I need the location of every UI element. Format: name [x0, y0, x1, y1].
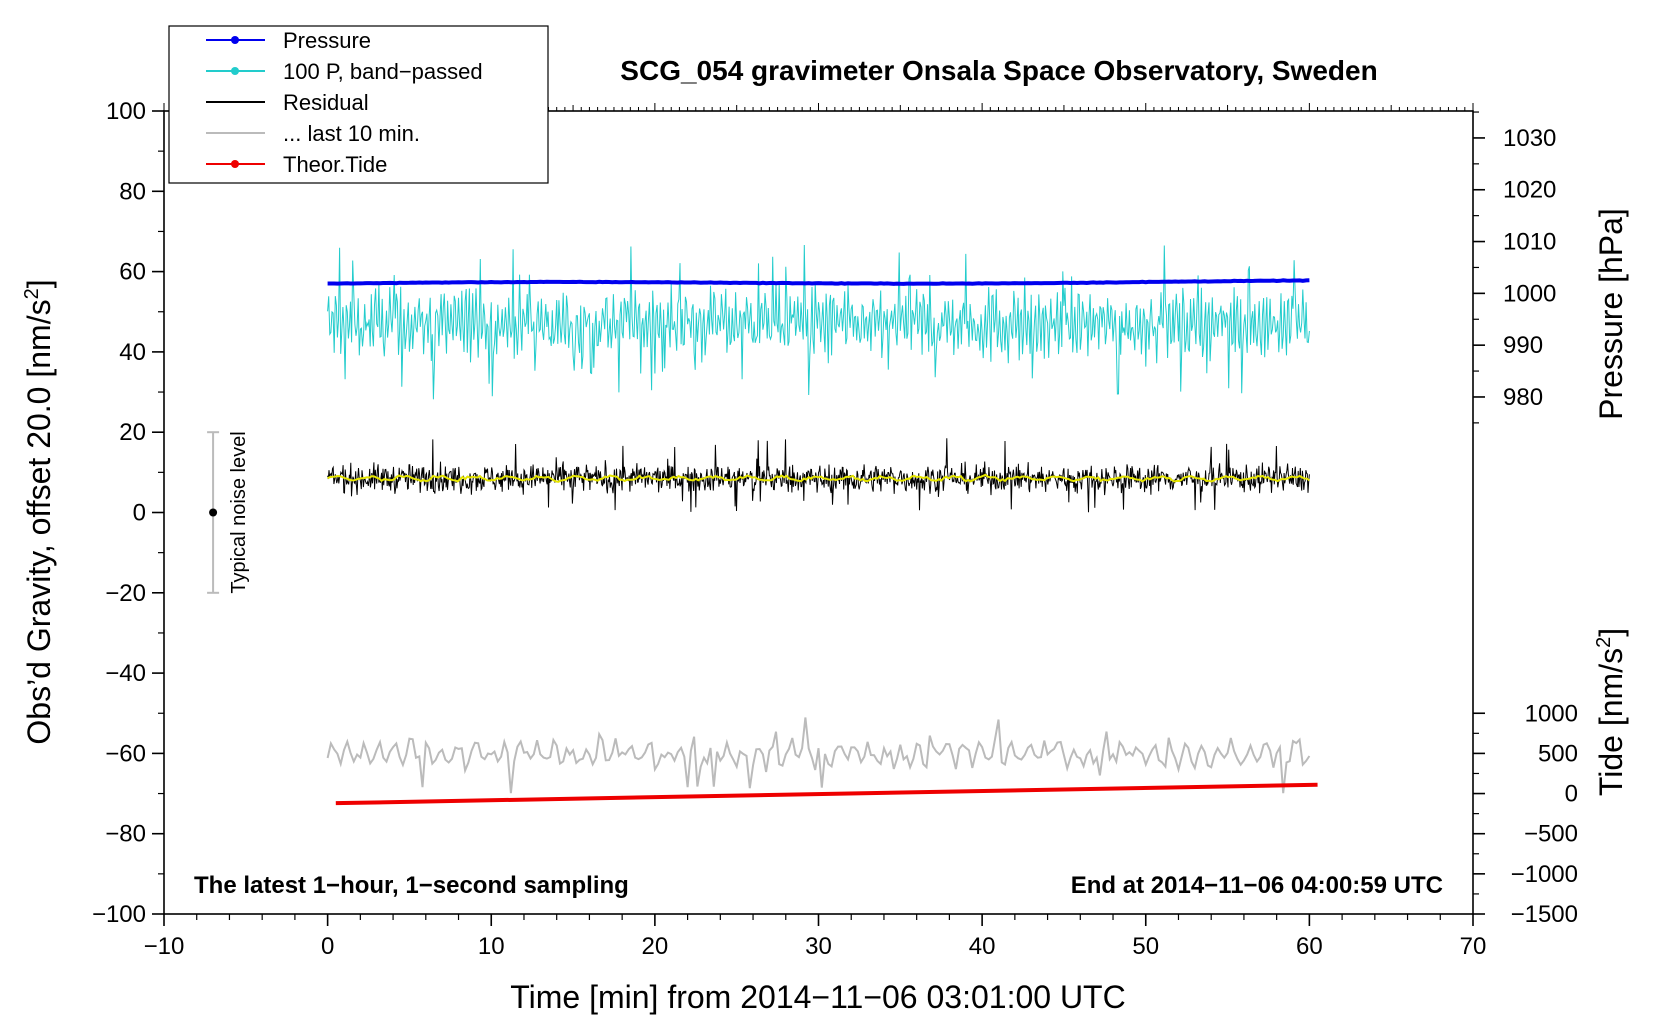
chart-title: SCG_054 gravimeter Onsala Space Observat…: [620, 55, 1377, 86]
y-tick-label: −60: [105, 740, 146, 767]
legend-marker: [231, 160, 239, 168]
noise-label: Typical noise level: [228, 431, 250, 593]
legend-entries: Pressure 100 P, band−passed Residual ... la…: [206, 28, 483, 177]
y-tick-label: −100: [92, 901, 146, 928]
x-tick-label: 40: [969, 933, 996, 960]
y-tick-label: 80: [119, 178, 146, 205]
legend-box: [168, 25, 549, 184]
series-residual: [327, 438, 1310, 513]
y-tick-label: 100: [106, 98, 146, 125]
x-tick-label: 60: [1296, 933, 1323, 960]
tide-tick-label: 500: [1538, 740, 1578, 767]
tide-tick-label: −500: [1524, 821, 1578, 848]
y-axis-label-close: ]: [21, 279, 57, 288]
x-tick-label: 10: [478, 933, 505, 960]
noise-indicator: Typical noise level: [207, 431, 250, 594]
x-tick-label: 20: [642, 933, 669, 960]
y-tick-label: −20: [105, 580, 146, 607]
legend-marker: [231, 36, 239, 44]
pressure-tick-label: 1030: [1503, 125, 1556, 152]
x-tick-label: 0: [321, 933, 334, 960]
series-theoretical-tide: [335, 782, 1318, 806]
legend-label: Theor.Tide: [283, 152, 387, 177]
x-tick-label: −10: [144, 933, 185, 960]
series-residual-smoothed: [327, 473, 1310, 483]
pressure-tick-label: 1020: [1503, 177, 1556, 204]
legend-label: Pressure: [283, 28, 371, 53]
pressure-tick-label: 1000: [1503, 280, 1556, 307]
x-tick-label: 30: [805, 933, 832, 960]
noise-bar-center-dot: [209, 508, 218, 517]
tide-tick-label: 1000: [1525, 700, 1578, 727]
legend-label: Residual: [283, 90, 369, 115]
x-axis-label: Time [min] from 2014−11−06 03:01:00 UTC: [510, 979, 1125, 1015]
legend-label: ... last 10 min.: [283, 121, 420, 146]
axis-ticks: −10 0 10 20 30 40 50 60 70100806040200−20−40−60−…: [92, 98, 1578, 960]
sampling-note: The latest 1−hour, 1−second sampling: [194, 872, 629, 899]
y-tick-label: −80: [105, 821, 146, 848]
tide-tick-label: 0: [1565, 781, 1578, 808]
y-tick-label: 40: [119, 339, 146, 366]
legend-marker: [231, 67, 239, 75]
y-tick-label: 60: [119, 259, 146, 286]
legend-label: 100 P, band−passed: [283, 59, 483, 84]
tide-axis-label-sup: 2: [1593, 637, 1615, 648]
legend: Pressure 100 P, band−passed Residual ... la…: [168, 25, 549, 184]
x-tick-label: 50: [1132, 933, 1159, 960]
pressure-tick-label: 980: [1503, 384, 1543, 411]
tide-axis-label: Tide [nm/s2]: [1593, 628, 1629, 796]
tide-tick-label: −1500: [1511, 901, 1578, 928]
series-group: [326, 244, 1318, 806]
series-bandpassed-pressure: [327, 244, 1310, 400]
y-axis-label: Obs’d Gravity, offset 20.0 [nm/s2]: [21, 279, 57, 744]
y-tick-label: 20: [119, 419, 146, 446]
series-last-10-min: [326, 717, 1311, 794]
y-tick-label: 0: [133, 500, 146, 527]
tide-tick-label: −1000: [1511, 861, 1578, 888]
y-axis-label-sup: 2: [21, 288, 43, 299]
tide-axis-label-close: ]: [1593, 628, 1629, 637]
x-tick-label: 70: [1460, 933, 1487, 960]
tide-axis-label-main: Tide [nm/s: [1593, 648, 1629, 796]
pressure-axis-label: Pressure [hPa]: [1593, 208, 1629, 420]
pressure-tick-label: 1010: [1503, 229, 1556, 256]
series-pressure: [327, 278, 1310, 286]
y-tick-label: −40: [105, 660, 146, 687]
end-time-note: End at 2014−11−06 04:00:59 UTC: [1071, 872, 1443, 899]
y-axis-label-main: Obs’d Gravity, offset 20.0 [nm/s: [21, 299, 57, 744]
pressure-tick-label: 990: [1503, 332, 1543, 359]
